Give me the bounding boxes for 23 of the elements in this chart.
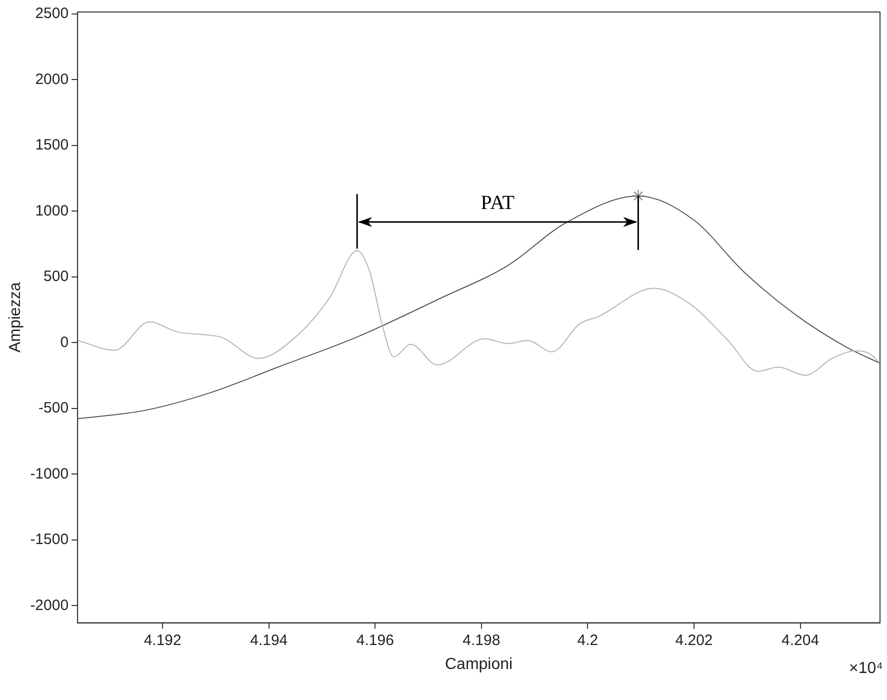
line-series [78,250,880,376]
annotation: PAT [480,192,515,214]
x-tick-label: 4.2 [577,632,598,649]
x-tick-label: 4.204 [782,632,820,649]
y-tick-label: -2000 [30,596,69,614]
x-tick-label: 4.192 [144,632,182,649]
line-series [78,195,880,420]
y-tick-label: 1000 [35,202,69,220]
y-tick-label: 500 [44,268,69,286]
x-tick-label: 4.198 [462,632,500,649]
y-tick-label: -500 [38,400,69,417]
text: ×10⁴ [848,660,884,678]
y-tick-label: 2500 [35,5,69,22]
x-axis-title: Campioni [444,656,513,673]
y-tick-label: -1000 [30,465,69,482]
x-tick-label: 4.202 [675,632,713,649]
y-tick-label: 2000 [35,70,69,88]
x-tick-label: 4.196 [356,632,394,649]
y-tick-label: 1500 [35,136,69,154]
y-axis-title: Ampiezza [7,282,24,353]
y-tick-label: 0 [60,334,69,351]
x-tick-label: 4.194 [250,632,288,649]
y-tick-label: -1500 [30,531,69,548]
